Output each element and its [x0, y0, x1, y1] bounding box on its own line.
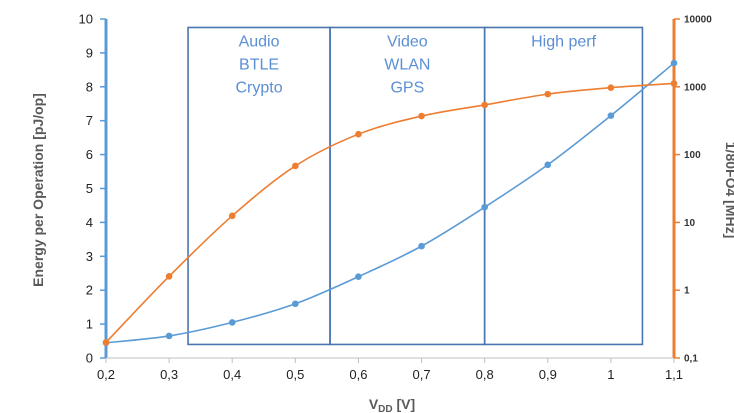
left-tick-label: 0: [86, 351, 93, 366]
right-tick-label: 0,1: [684, 354, 698, 365]
right-tick-label: 1: [684, 286, 690, 297]
frequency-data-point: [418, 112, 425, 120]
x-axis-ticks: 0,2 0,3 0,4 0,5 0,6 0,7 0,8 0,9 1 1,1: [97, 358, 683, 382]
frequency-data-point: [607, 84, 615, 91]
series-lines: [105, 62, 675, 344]
x-tick-label: 0,5: [286, 367, 304, 382]
energy-data-point: [481, 203, 488, 211]
frequency-data-point: [165, 273, 173, 280]
region-label: BTLE: [239, 56, 279, 73]
right-tick-label: 10000: [684, 15, 712, 26]
frequency-data-point: [355, 130, 362, 138]
series-points: [102, 59, 678, 347]
region-label: Crypto: [235, 79, 282, 96]
region-label: Audio: [239, 33, 280, 50]
left-tick-label: 4: [86, 215, 93, 230]
x-tick-label: 1: [607, 367, 614, 382]
x-axis-title-sub: DD: [378, 404, 392, 413]
left-tick-label: 5: [86, 181, 93, 196]
left-tick-label: 8: [86, 79, 93, 94]
left-tick-label: 9: [86, 45, 93, 60]
x-tick-label: 0,4: [223, 367, 241, 382]
region-label: High perf: [531, 33, 596, 50]
left-tick-label: 7: [86, 113, 93, 128]
y-axis-title: Energy per Operation [pJ/op]: [30, 93, 46, 287]
x-axis-title: VDD [V]: [369, 396, 415, 413]
frequency-data-point: [670, 80, 678, 87]
frequency-data-point: [228, 212, 236, 220]
energy-series-line: [105, 62, 675, 344]
x-tick-label: 0,6: [349, 367, 367, 382]
region-box: [329, 26, 486, 346]
region-boxes: [187, 26, 644, 346]
x-tick-label: 0,2: [97, 367, 115, 382]
left-tick-label: 2: [86, 283, 93, 298]
region-box: [483, 26, 644, 346]
frequency-data-point: [102, 339, 110, 346]
x-tick-label: 0,7: [413, 367, 431, 382]
left-tick-label: 3: [86, 249, 93, 264]
energy-data-point: [607, 112, 615, 119]
right-tick-label: 1000: [684, 82, 707, 93]
right-tick-label: 100: [684, 150, 701, 161]
energy-data-point: [544, 161, 552, 169]
x-tick-label: 1,1: [665, 367, 683, 382]
region-label: WLAN: [384, 56, 430, 73]
right-axis-ticks: 0,1 1 10 100 1000 10000: [674, 15, 712, 365]
x-axis-title-unit: [V]: [393, 396, 416, 412]
region-labels: Audio BTLE Crypto Video WLAN GPS High perf: [235, 33, 596, 96]
frequency-data-point: [544, 90, 552, 98]
energy-data-point: [418, 242, 425, 250]
frequency-series-line: [105, 82, 675, 343]
region-box: [187, 26, 331, 346]
energy-data-point: [228, 319, 236, 326]
energy-data-point: [670, 59, 678, 67]
right-tick-label: 10: [684, 218, 696, 229]
energy-data-point: [292, 300, 299, 308]
x-tick-label: 0,3: [160, 367, 178, 382]
x-tick-label: 0,9: [539, 367, 557, 382]
frequency-data-point: [292, 162, 299, 170]
x-tick-label: 0,8: [476, 367, 494, 382]
x-axis-title-main: V: [369, 396, 379, 412]
left-tick-label: 6: [86, 147, 93, 162]
frequency-data-point: [481, 101, 488, 109]
left-tick-label: 10: [79, 12, 93, 27]
region-label: GPS: [390, 79, 424, 96]
left-tick-label: 1: [86, 317, 93, 332]
energy-data-point: [165, 332, 173, 340]
left-axis-ticks: 0 1 2 3 4 5 6 7 8 9 10: [79, 12, 106, 366]
y2-axis-title: 1/80FO4 [MHz]: [723, 142, 734, 238]
region-label: Video: [387, 33, 428, 50]
energy-data-point: [355, 273, 362, 280]
